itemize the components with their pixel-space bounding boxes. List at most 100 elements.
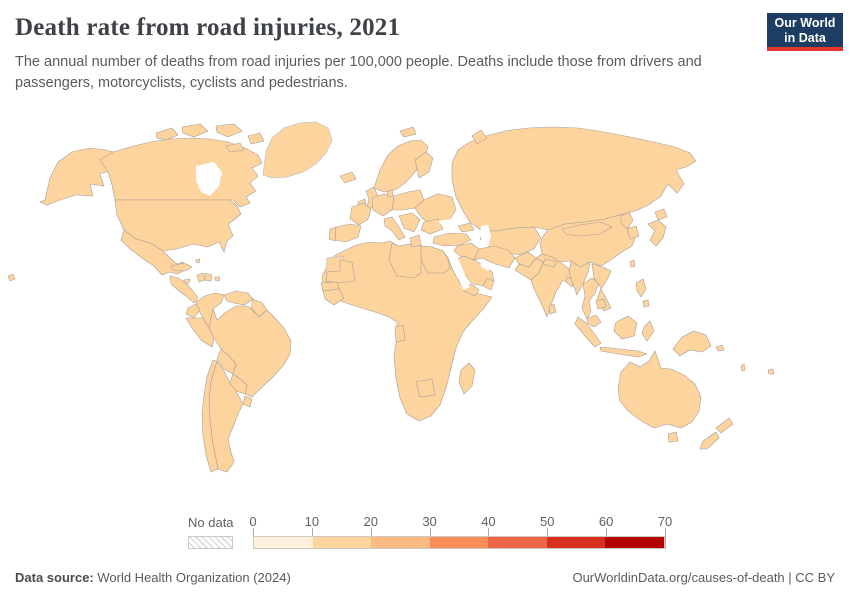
country-madagascar[interactable]	[458, 362, 476, 395]
country-libya[interactable]	[388, 242, 422, 279]
region-balkans[interactable]	[398, 212, 421, 233]
region-caucasus[interactable]	[457, 222, 475, 233]
country-guinea[interactable]	[322, 288, 345, 306]
country-greece[interactable]	[409, 234, 422, 248]
country-iceland[interactable]	[339, 171, 357, 184]
country-canada-arctic-4[interactable]	[247, 132, 265, 145]
region-vietnam-laos[interactable]	[591, 263, 612, 312]
country-mauritania[interactable]	[325, 259, 356, 284]
country-borneo[interactable]	[613, 315, 638, 340]
legend-no-data-swatch[interactable]	[188, 536, 233, 549]
legend-tick-label: 40	[481, 514, 496, 529]
country-spain[interactable]	[334, 223, 362, 243]
country-oman[interactable]	[482, 277, 495, 291]
country-tasmania[interactable]	[667, 431, 679, 443]
legend-tick-label: 50	[540, 514, 555, 529]
country-iran[interactable]	[473, 245, 516, 269]
owid-logo-line2: in Data	[784, 31, 826, 45]
legend-bin-50-60[interactable]	[546, 537, 606, 548]
region-central-europe[interactable]	[371, 193, 395, 217]
country-sri-lanka[interactable]	[548, 303, 557, 315]
country-finland[interactable]	[414, 151, 434, 179]
country-turkey[interactable]	[432, 232, 472, 247]
country-japan-hokkaido[interactable]	[654, 208, 668, 221]
legend-tick-label: 0	[249, 514, 257, 529]
country-indonesia-sumatra[interactable]	[574, 316, 602, 348]
country-canada-arctic-2[interactable]	[181, 123, 209, 138]
country-haiti[interactable]	[196, 272, 206, 283]
legend-bin-30-40[interactable]	[429, 537, 489, 548]
country-canada-arctic-3[interactable]	[215, 123, 243, 138]
legend-tick-mark	[665, 528, 666, 549]
country-gabon[interactable]	[394, 324, 406, 343]
country-fiji[interactable]	[767, 368, 775, 375]
legend-bin-10-20[interactable]	[312, 537, 372, 548]
country-mexico[interactable]	[120, 229, 187, 276]
country-taiwan[interactable]	[629, 259, 636, 268]
country-puerto-rico[interactable]	[214, 276, 221, 282]
country-dominican-republic[interactable]	[204, 272, 213, 282]
country-jamaica[interactable]	[183, 278, 191, 284]
chart-subtitle: The annual number of deaths from road in…	[15, 54, 702, 91]
country-usa-hawaii[interactable]	[7, 273, 16, 282]
caspian-sea	[480, 225, 491, 247]
country-new-guinea[interactable]	[672, 330, 712, 357]
country-canada-arctic-1[interactable]	[155, 127, 179, 141]
legend-colorbar	[253, 536, 665, 549]
legend-bin-60-70[interactable]	[605, 537, 665, 548]
country-greenland[interactable]	[262, 121, 333, 179]
country-vanuatu[interactable]	[740, 363, 746, 372]
country-ecuador[interactable]	[185, 303, 201, 319]
country-uruguay[interactable]	[242, 395, 253, 408]
region-central-america[interactable]	[169, 275, 199, 304]
data-source: Data source: World Health Organization (…	[15, 570, 291, 585]
hudson-bay	[196, 162, 222, 196]
country-peru[interactable]	[185, 317, 215, 348]
country-new-zealand-north[interactable]	[715, 417, 734, 434]
country-botswana[interactable]	[415, 378, 436, 398]
region-scandinavia[interactable]	[373, 139, 429, 193]
country-indonesia-java[interactable]	[599, 346, 648, 358]
credit-link[interactable]: OurWorldinData.org/causes-of-death | CC …	[572, 570, 835, 585]
page-title: Death rate from road injuries, 2021	[15, 14, 401, 41]
country-thailand[interactable]	[581, 277, 600, 320]
country-chile[interactable]	[201, 359, 219, 473]
country-egypt[interactable]	[420, 245, 451, 274]
country-philippines[interactable]	[635, 278, 647, 298]
legend-bin-20-30[interactable]	[371, 537, 430, 548]
country-cuba[interactable]	[170, 262, 193, 272]
legend-bin-40-50[interactable]	[488, 537, 547, 548]
country-malaysia[interactable]	[586, 314, 602, 328]
world-choropleth-map	[7, 121, 775, 473]
owid-logo[interactable]: Our World in Data	[767, 13, 843, 51]
country-portugal[interactable]	[328, 226, 337, 242]
country-alaska[interactable]	[39, 147, 114, 206]
country-bahamas[interactable]	[195, 258, 201, 264]
country-denmark[interactable]	[386, 189, 394, 198]
region-romania-bulgaria[interactable]	[420, 218, 444, 235]
legend-no-data-label: No data	[188, 515, 234, 530]
country-italy[interactable]	[383, 216, 406, 241]
country-russia-novaya-zemlya[interactable]	[471, 129, 488, 145]
country-north-korea[interactable]	[620, 211, 634, 230]
country-japan-honshu[interactable]	[647, 219, 667, 247]
country-solomon-islands[interactable]	[715, 344, 725, 352]
legend-bin-0-10[interactable]	[254, 537, 313, 548]
country-new-zealand-south[interactable]	[699, 431, 720, 450]
country-canada-arctic-5[interactable]	[225, 142, 245, 153]
country-cambodia[interactable]	[595, 298, 607, 310]
country-philippines-south[interactable]	[642, 299, 650, 308]
legend-tick-label: 70	[657, 514, 673, 529]
country-saudi-arabia[interactable]	[457, 255, 495, 287]
country-france[interactable]	[349, 202, 372, 226]
country-australia[interactable]	[617, 350, 702, 429]
country-indonesia-sulawesi[interactable]	[641, 320, 655, 342]
country-nepal[interactable]	[542, 258, 558, 268]
country-south-korea[interactable]	[626, 225, 640, 240]
country-mongolia[interactable]	[561, 221, 613, 237]
country-venezuela[interactable]	[223, 290, 254, 306]
data-source-label: Data source:	[15, 570, 94, 585]
country-svalbard[interactable]	[399, 126, 417, 138]
legend-tick-label: 60	[598, 514, 614, 529]
